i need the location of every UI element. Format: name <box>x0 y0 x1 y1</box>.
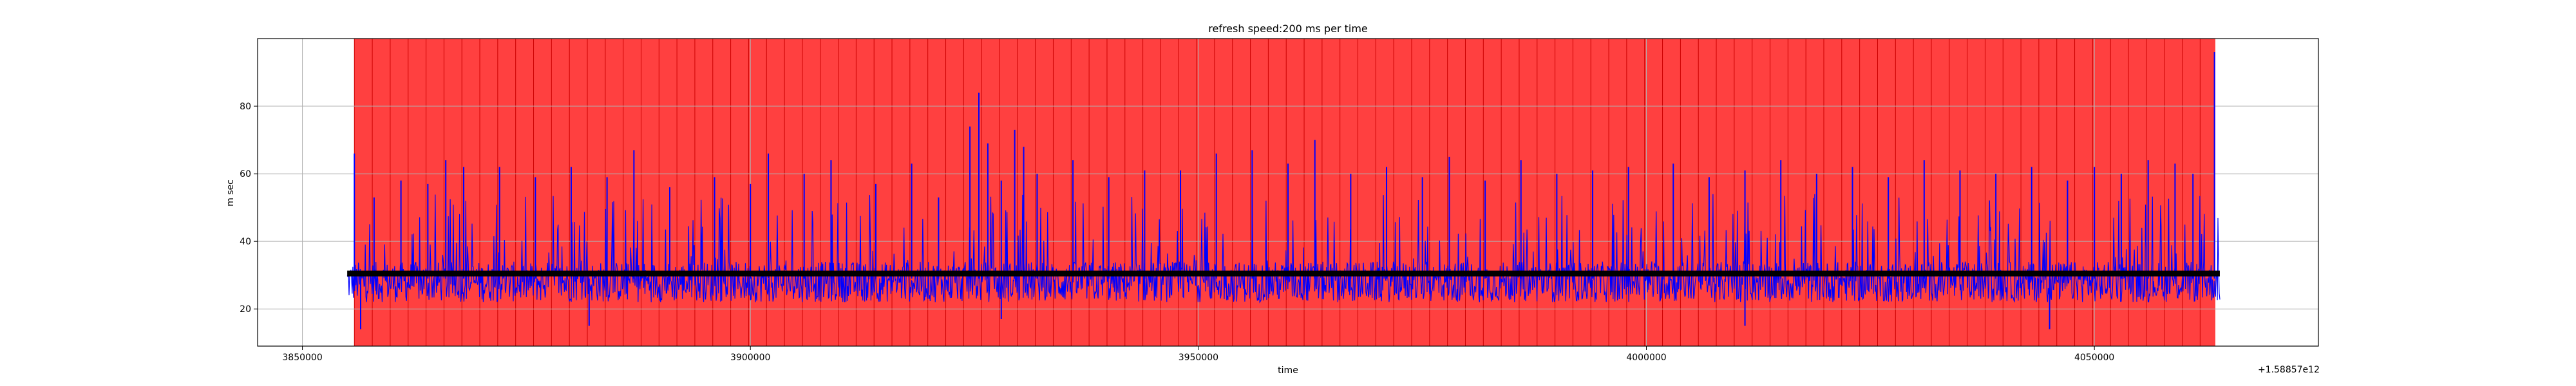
y-tick-label: 20 <box>240 304 251 315</box>
y-tick-label: 40 <box>240 237 251 247</box>
y-axis-ticks: 20 40 60 80 <box>240 102 258 315</box>
red-background-band <box>354 39 2216 346</box>
x-tick-label: 3950000 <box>1179 353 1218 363</box>
plot-frame <box>257 38 2319 347</box>
y-tick-label: 60 <box>240 169 251 179</box>
x-tick-label: 4000000 <box>1626 353 1666 363</box>
y-tick-label: 80 <box>240 102 251 112</box>
axes-frame <box>257 38 2319 347</box>
x-tick-label: 3900000 <box>730 353 770 363</box>
series-0-noise <box>346 194 2221 304</box>
x-tick-label: 4050000 <box>2074 353 2114 363</box>
series-layer <box>346 52 2221 329</box>
band-fill <box>354 39 2216 346</box>
y-axis-label: m sec <box>225 179 236 207</box>
chart-title: refresh speed:200 ms per time <box>1208 23 1368 35</box>
x-axis-offset-label: +1.58857e12 <box>2258 365 2320 375</box>
x-axis-label: time <box>1278 365 1298 376</box>
x-axis-ticks: 3850000 3900000 3950000 4000000 4050000 <box>282 346 2114 363</box>
x-tick-label: 3850000 <box>282 353 322 363</box>
